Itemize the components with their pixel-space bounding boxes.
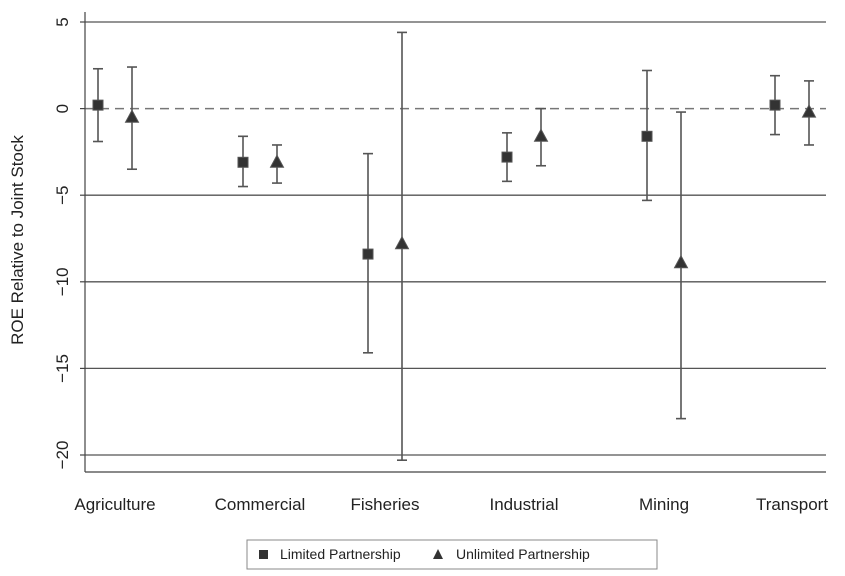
y-axis-label: ROE Relative to Joint Stock <box>8 135 27 345</box>
triangle-marker <box>124 109 140 123</box>
grid-lines <box>85 21 826 456</box>
legend-triangle-icon <box>433 549 443 559</box>
triangle-marker <box>801 104 817 118</box>
y-tick-label: −5 <box>53 186 72 205</box>
y-tick-label: −15 <box>53 354 72 383</box>
triangle-marker <box>533 128 549 142</box>
x-tick-label: Agriculture <box>74 495 155 514</box>
legend-box <box>246 539 658 570</box>
x-tick-label: Commercial <box>215 495 306 514</box>
square-marker <box>769 99 781 111</box>
series-unlimited-partnership <box>124 31 817 461</box>
square-marker <box>92 99 104 111</box>
legend: Limited Partnership Unlimited Partnershi… <box>246 539 658 570</box>
axes <box>80 12 826 473</box>
y-tick-label: −20 <box>53 441 72 470</box>
legend-label-unlimited: Unlimited Partnership <box>456 546 590 562</box>
x-tick-label: Fisheries <box>351 495 420 514</box>
y-tick-labels: 5 0 −5 −10 −15 −20 <box>53 17 72 469</box>
square-marker <box>501 151 513 163</box>
series-limited-partnership <box>92 67 781 354</box>
square-marker <box>362 248 374 260</box>
square-marker <box>641 130 653 142</box>
y-tick-label: −10 <box>53 267 72 296</box>
x-tick-label: Mining <box>639 495 689 514</box>
y-tick-label: 5 <box>53 17 72 26</box>
y-tick-label: 0 <box>53 104 72 113</box>
legend-label-limited: Limited Partnership <box>280 546 401 562</box>
x-tick-label: Industrial <box>490 495 559 514</box>
series <box>92 31 817 461</box>
triangle-marker <box>673 254 689 269</box>
x-tick-labels: Agriculture Commercial Fisheries Industrial… <box>74 495 828 514</box>
legend-square-icon <box>259 550 268 559</box>
triangle-marker <box>394 235 410 250</box>
x-tick-label: Transport <box>756 495 828 514</box>
square-marker <box>237 156 249 168</box>
triangle-marker <box>269 154 285 168</box>
